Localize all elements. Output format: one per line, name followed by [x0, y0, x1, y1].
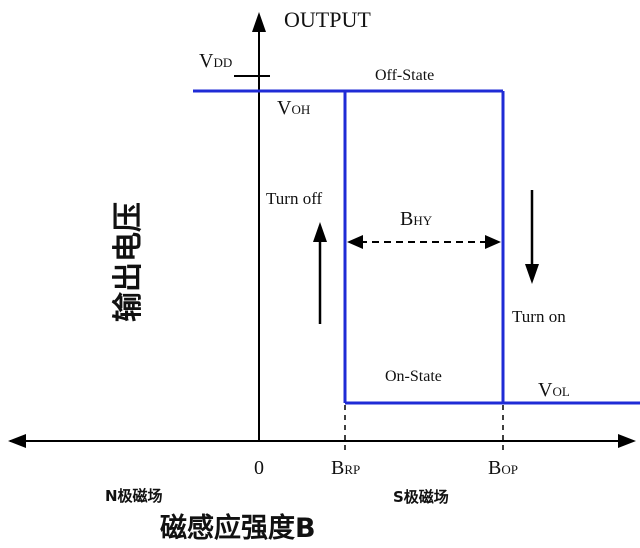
s-field-label: S极磁场	[393, 488, 449, 506]
y-axis-arrow	[252, 12, 266, 32]
n-field-label: N极磁场	[105, 487, 163, 505]
voh-label: VOH	[277, 97, 310, 119]
output-label: OUTPUT	[284, 7, 371, 32]
bhy-left-arrowhead	[347, 235, 363, 249]
turn-off-label: Turn off	[266, 189, 323, 208]
turn-on-label: Turn on	[512, 307, 566, 326]
on-state-label: On-State	[385, 368, 442, 385]
x-axis-title: 磁感应强度B	[160, 512, 316, 544]
vdd-label: VDD	[199, 50, 232, 72]
origin-label: 0	[254, 457, 264, 479]
bop-label: BOP	[488, 457, 518, 479]
off-state-label: Off-State	[375, 67, 434, 84]
bhy-right-arrowhead	[485, 235, 501, 249]
vol-label: VOL	[538, 379, 570, 401]
turn-off-arrowhead	[313, 222, 327, 242]
x-axis-left-arrow	[8, 434, 26, 448]
bhy-label: BHY	[400, 208, 433, 230]
turn-on-arrowhead	[525, 264, 539, 284]
brp-label: BRP	[331, 457, 360, 479]
x-axis-right-arrow	[618, 434, 636, 448]
y-axis-vertical-label: 输出电压	[111, 202, 146, 322]
